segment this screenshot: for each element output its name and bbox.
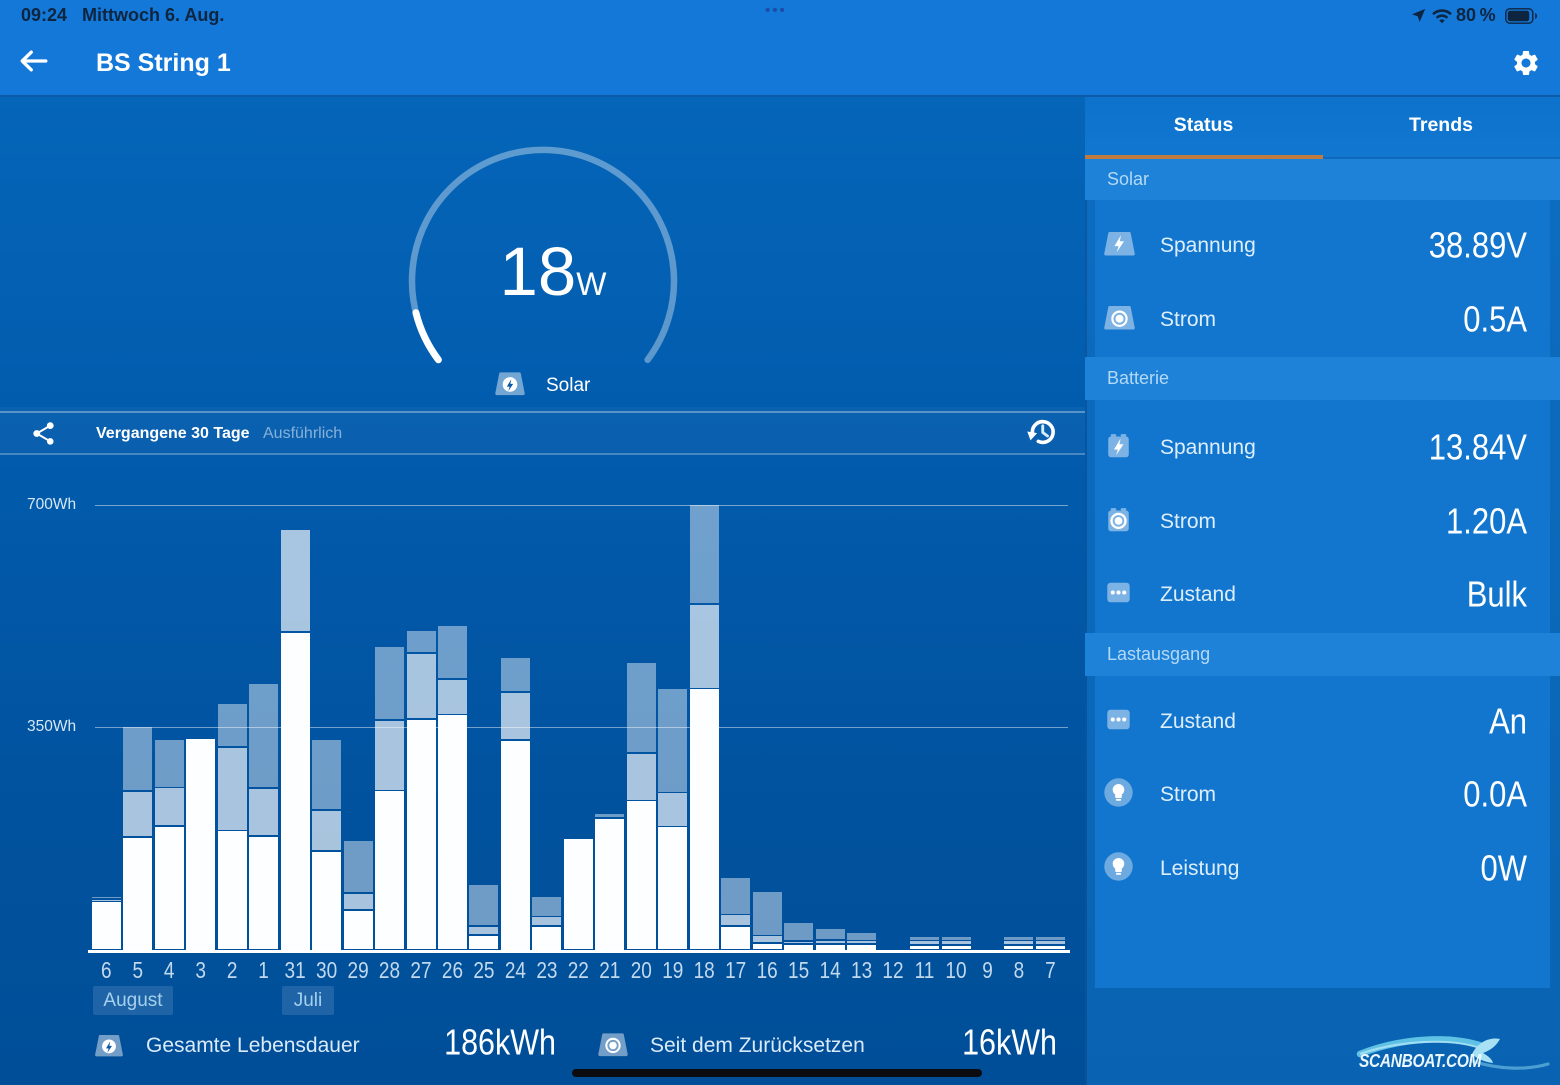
svg-text:SCANBOAT.COM: SCANBOAT.COM bbox=[1359, 1050, 1482, 1072]
